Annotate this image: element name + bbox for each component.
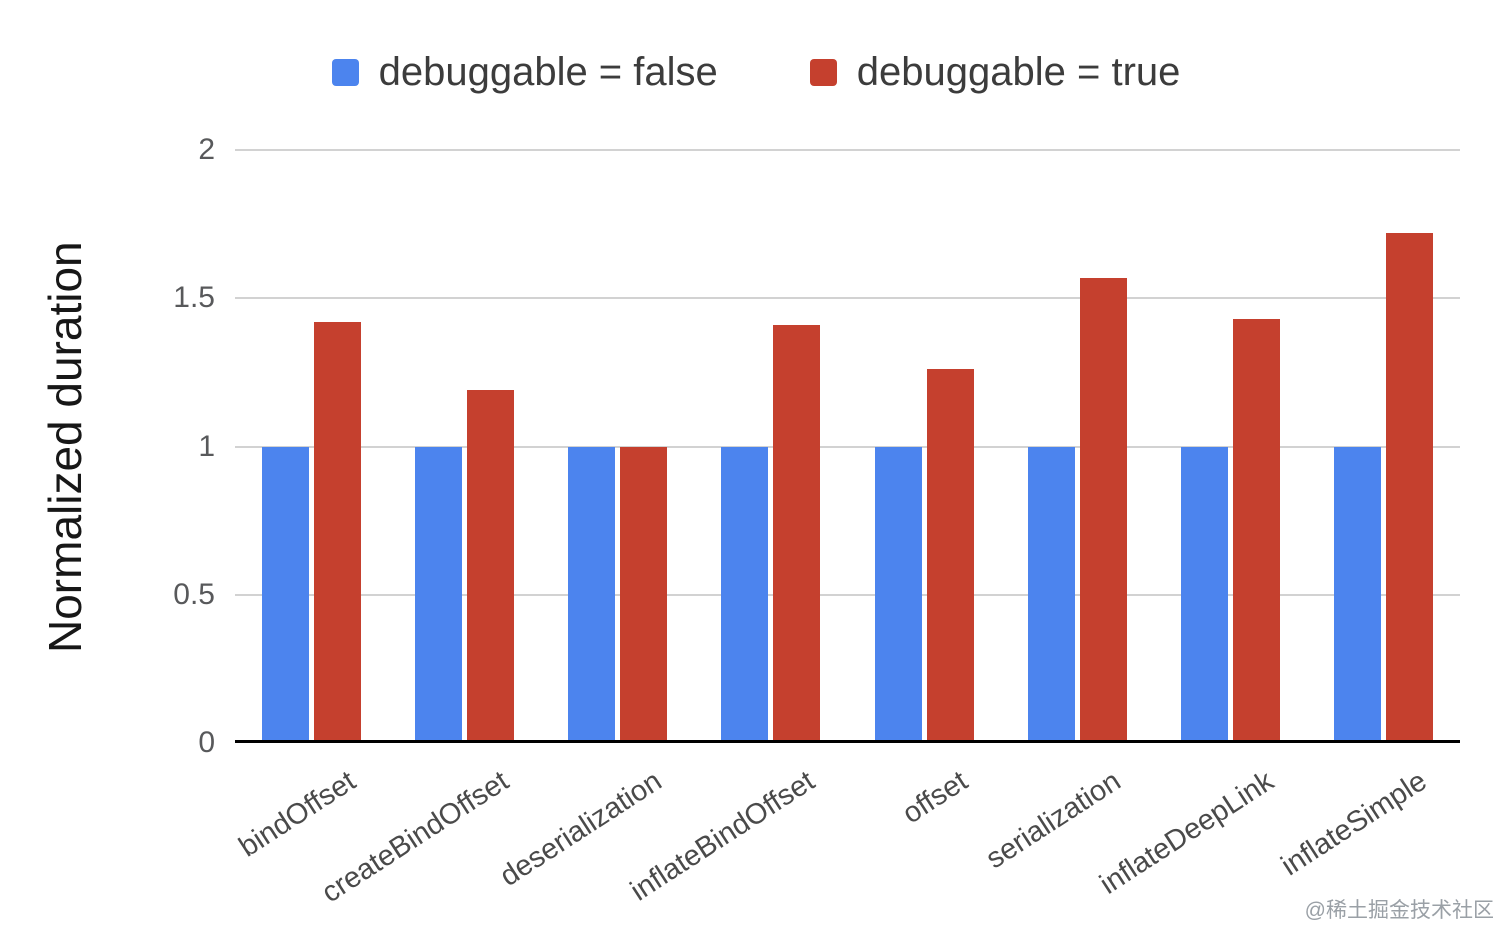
bar-inflateSimple-debuggable-true — [1385, 233, 1433, 743]
chart-legend: debuggable = false debuggable = true — [0, 50, 1512, 95]
legend-label-debuggable-true: debuggable = true — [856, 50, 1181, 94]
bar-group-inflateSimple — [1307, 150, 1460, 743]
bar-createBindOffset-debuggable-false — [415, 446, 463, 743]
bar-group-inflateDeepLink — [1154, 150, 1307, 743]
bar-group-createBindOffset — [388, 150, 541, 743]
bar-inflateDeepLink-debuggable-true — [1232, 319, 1280, 743]
bar-group-inflateBindOffset — [694, 150, 847, 743]
bar-bindOffset-debuggable-true — [314, 321, 362, 743]
bar-offset-debuggable-false — [874, 446, 922, 743]
bar-group-serialization — [1001, 150, 1154, 743]
bar-deserialization-debuggable-true — [620, 446, 668, 743]
bar-serialization-debuggable-false — [1027, 446, 1075, 743]
y-axis-title: Normalized duration — [39, 241, 91, 653]
y-tick-label: 2 — [198, 133, 215, 166]
legend-label-debuggable-false: debuggable = false — [378, 50, 718, 94]
gridline — [235, 297, 1460, 300]
legend-item-debuggable-true: debuggable = true — [809, 50, 1181, 95]
bar-deserialization-debuggable-false — [568, 446, 616, 743]
y-tick-label: 0 — [198, 726, 215, 759]
bar-serialization-debuggable-true — [1079, 277, 1127, 743]
plot-area: 0 0.5 1 1.5 2 bindOffset createBindOffset deser… — [173, 133, 1460, 909]
bar-inflateBindOffset-debuggable-false — [721, 446, 769, 743]
gridline — [235, 445, 1460, 448]
bar-bindOffset-debuggable-false — [262, 446, 310, 743]
bar-inflateDeepLink-debuggable-false — [1180, 446, 1228, 743]
bar-group-deserialization — [541, 150, 694, 743]
gridline — [235, 593, 1460, 596]
y-tick-label: 1.5 — [173, 281, 215, 315]
gridline — [235, 149, 1460, 151]
bar-group-offset — [848, 150, 1001, 743]
bar-createBindOffset-debuggable-true — [467, 390, 515, 743]
bar-group-bindOffset — [235, 150, 388, 743]
legend-swatch-red — [809, 59, 837, 86]
bars-container — [235, 150, 1460, 743]
bar-inflateSimple-debuggable-false — [1333, 446, 1381, 743]
legend-swatch-blue — [331, 59, 359, 86]
x-axis-line — [235, 740, 1460, 743]
y-tick-label: 0.5 — [173, 577, 215, 611]
bar-offset-debuggable-true — [926, 369, 974, 743]
bar-inflateBindOffset-debuggable-true — [773, 324, 821, 743]
y-tick-label: 1 — [198, 429, 215, 463]
watermark: @稀土掘金技术社区 — [1304, 899, 1494, 922]
legend-item-debuggable-false: debuggable = false — [331, 50, 718, 95]
